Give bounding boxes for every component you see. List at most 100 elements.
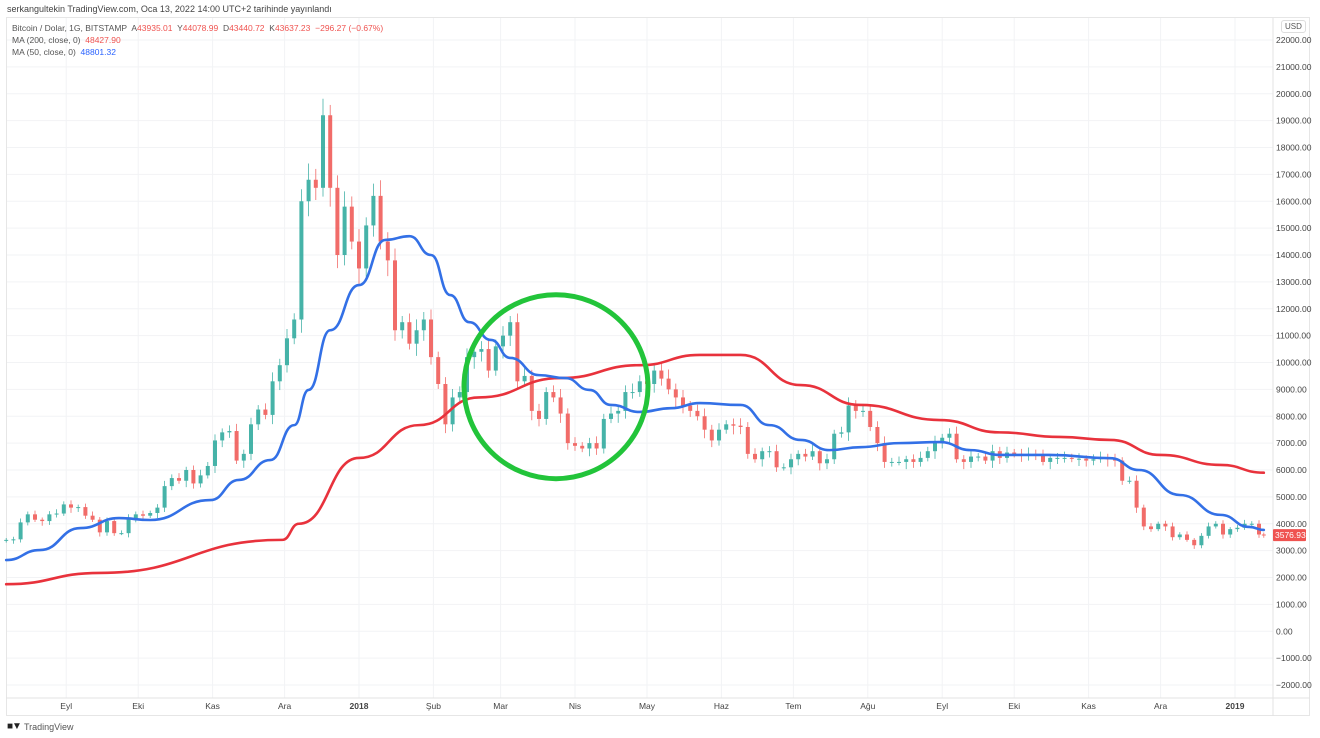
candle (810, 444, 815, 461)
candle (1156, 521, 1161, 532)
candle (371, 183, 376, 237)
candle (1134, 475, 1139, 513)
candle (421, 312, 426, 341)
time-tick-label: Eki (132, 701, 144, 711)
candle (832, 429, 837, 464)
candle-body (393, 260, 397, 331)
candle-body (537, 410, 541, 419)
open-value: 43935.01 (137, 23, 173, 33)
candle (1091, 454, 1096, 466)
candle-body (407, 322, 412, 344)
candle-body (486, 349, 491, 371)
price-tick-label: 5000.00 (1276, 492, 1307, 502)
candle (148, 510, 153, 518)
ma50-label[interactable]: MA (50, close, 0) (12, 47, 76, 57)
time-tick-label: Haz (714, 701, 729, 711)
candle-body (753, 453, 757, 460)
open-label: A (131, 23, 138, 33)
candle (277, 358, 282, 391)
candle (853, 400, 858, 419)
time-tick-label: Şub (426, 701, 441, 711)
candle-body (810, 451, 815, 457)
candle (177, 473, 181, 484)
low-value: 43440.72 (229, 23, 265, 33)
candles (4, 98, 1266, 549)
candle-body (717, 429, 721, 441)
candle (61, 501, 66, 516)
price-tick-label: 15000.00 (1276, 223, 1312, 233)
candle (537, 403, 541, 427)
candle (1170, 522, 1175, 541)
candle (76, 504, 81, 512)
candle-body (205, 465, 210, 476)
published-caption: serkangultekin TradingView.com, Oca 13, … (7, 4, 332, 14)
candle-body (277, 365, 282, 382)
candle (83, 503, 88, 519)
candle-body (457, 392, 462, 398)
candle (162, 480, 167, 512)
candle (205, 462, 210, 479)
candle (234, 423, 239, 465)
symbol-title[interactable]: Bitcoin / Dolar, 1G, BITSTAMP (12, 23, 128, 33)
candle-body (969, 456, 973, 462)
brand-name[interactable]: TradingView (23, 721, 74, 732)
candle-body (659, 370, 664, 379)
candle (623, 385, 628, 419)
ma200-label[interactable]: MA (200, close, 0) (12, 35, 81, 45)
candle (760, 447, 765, 467)
candle-body (1127, 480, 1132, 482)
candle-body (61, 504, 66, 514)
candle-body (1170, 526, 1175, 538)
candle-body (155, 507, 160, 513)
candle-body (148, 513, 153, 516)
price-axis: 22000.00 21000.00 20000.00 19000.00 18000.00… (1272, 18, 1312, 716)
candle-body (33, 514, 37, 520)
candle-body (558, 397, 563, 414)
candle-body (853, 405, 858, 411)
candle-body (501, 335, 505, 347)
candle-body (544, 392, 549, 419)
time-tick-label: Ağu (860, 701, 875, 711)
close-label: K (269, 23, 275, 33)
ma200-line (4, 353, 1266, 586)
candle (457, 386, 462, 404)
candle-body (119, 533, 124, 535)
time-tick-label: Kas (1081, 701, 1096, 711)
price-tick-label: 9000.00 (1276, 384, 1307, 394)
candle (313, 168, 318, 201)
candle-body (47, 514, 52, 522)
candle (558, 389, 563, 423)
candle (817, 446, 822, 471)
candle-body (443, 384, 448, 425)
price-tick-label: 18000.00 (1276, 143, 1312, 153)
candle-body (371, 195, 376, 226)
candle-body (565, 413, 570, 444)
change-value: −296.27 (−0.67%) (315, 23, 384, 33)
candle-body (83, 507, 88, 516)
candle (630, 383, 635, 399)
candle (1127, 476, 1132, 484)
candle-body (637, 381, 642, 393)
candle (868, 406, 873, 432)
candle-body (364, 225, 369, 269)
high-value: 44078.99 (182, 23, 219, 33)
candle-body (493, 346, 498, 371)
candle-body (97, 519, 102, 533)
candle (119, 530, 124, 536)
time-tick-label: 2019 (1226, 701, 1245, 711)
price-tick-label: 17000.00 (1276, 169, 1312, 179)
candle-body (378, 195, 383, 242)
candle-body (69, 504, 73, 508)
candle-body (1077, 458, 1081, 460)
candle (4, 538, 9, 543)
candle-body (904, 459, 909, 462)
candle-body (933, 441, 937, 452)
candle (1199, 533, 1204, 549)
candle-body (112, 521, 117, 534)
candle (803, 448, 808, 462)
candle-body (803, 453, 808, 457)
candle-body (918, 457, 923, 462)
currency-button[interactable]: USD (1281, 20, 1306, 33)
candle (493, 339, 498, 376)
